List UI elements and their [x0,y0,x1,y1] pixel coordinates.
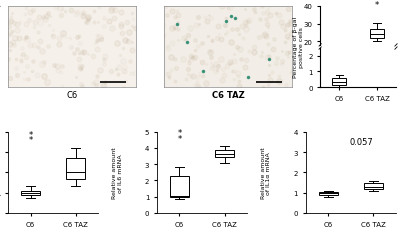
Text: *: * [28,130,33,139]
X-axis label: C6: C6 [66,90,78,99]
Text: *: * [375,1,379,10]
Y-axis label: Relative amount
of IL1α mRNA: Relative amount of IL1α mRNA [261,147,272,198]
PathPatch shape [332,79,346,85]
PathPatch shape [215,151,234,157]
Text: *: * [28,136,33,145]
Y-axis label: Relative amount
of IL6 mRNA: Relative amount of IL6 mRNA [112,147,122,198]
PathPatch shape [332,76,346,77]
PathPatch shape [66,158,85,180]
PathPatch shape [370,30,384,39]
Text: 0.057: 0.057 [350,138,374,147]
PathPatch shape [170,176,189,198]
PathPatch shape [319,192,338,195]
Text: Percentage of β-gal
positive cells: Percentage of β-gal positive cells [293,17,304,78]
PathPatch shape [21,191,40,195]
X-axis label: C6 TAZ: C6 TAZ [212,90,245,99]
Text: *: * [177,134,182,143]
PathPatch shape [364,184,383,189]
Text: *: * [177,129,182,138]
